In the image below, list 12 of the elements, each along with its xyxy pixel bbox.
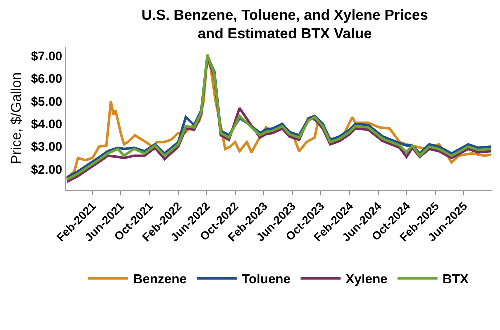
y-tick-label: $4.00 <box>31 118 63 132</box>
legend-label: Xylene <box>346 272 388 287</box>
legend-label: Benzene <box>134 272 187 287</box>
y-tick-label: $7.00 <box>31 49 63 64</box>
chart-title: U.S. Benzene, Toluene, and Xylene Prices and Estimated BTX Value <box>142 8 428 43</box>
y-tick-label: $5.00 <box>31 94 63 109</box>
y-tick-label: $6.00 <box>31 72 63 86</box>
y-tick-label: $2.00 <box>31 162 63 177</box>
y-axis-title: Price, $/Gallon <box>8 72 24 164</box>
legend-label: Toluene <box>242 272 291 287</box>
legend-label: BTX <box>442 272 470 287</box>
y-tick-label: $3.00 <box>31 140 63 154</box>
